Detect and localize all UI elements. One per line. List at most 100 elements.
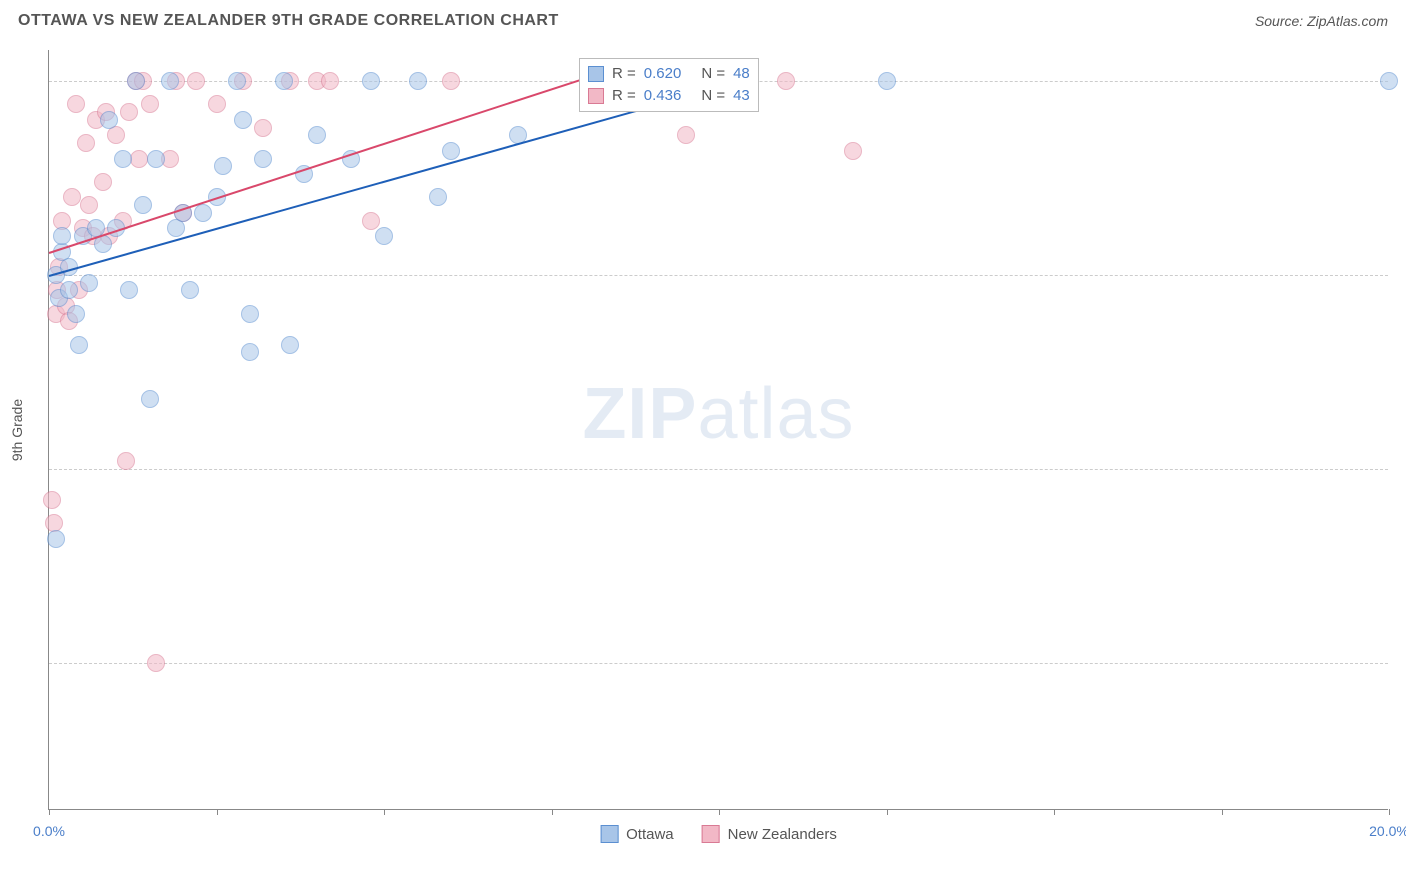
data-point-nz — [844, 142, 862, 160]
data-point-nz — [254, 119, 272, 137]
data-point-ottawa — [134, 196, 152, 214]
data-point-ottawa — [362, 72, 380, 90]
data-point-ottawa — [194, 204, 212, 222]
legend-swatch-icon — [600, 825, 618, 843]
data-point-nz — [130, 150, 148, 168]
stats-n-value: 48 — [733, 63, 750, 85]
legend-item: Ottawa — [600, 825, 674, 843]
data-point-nz — [107, 126, 125, 144]
chart-title: OTTAWA VS NEW ZEALANDER 9TH GRADE CORREL… — [18, 12, 559, 30]
data-point-ottawa — [141, 390, 159, 408]
data-point-nz — [77, 134, 95, 152]
stats-n-label: N = — [701, 85, 725, 107]
stats-swatch-icon — [588, 88, 604, 104]
watermark: ZIPatlas — [582, 373, 854, 455]
data-point-nz — [67, 95, 85, 113]
watermark-bold: ZIP — [582, 374, 697, 454]
x-tick — [887, 809, 888, 815]
x-tick — [49, 809, 50, 815]
y-tick-label: 100.0% — [1398, 87, 1406, 103]
chart-source: Source: ZipAtlas.com — [1255, 13, 1388, 29]
data-point-nz — [208, 95, 226, 113]
data-point-ottawa — [275, 72, 293, 90]
data-point-nz — [362, 212, 380, 230]
x-tick — [1054, 809, 1055, 815]
data-point-ottawa — [234, 111, 252, 129]
x-tick — [217, 809, 218, 815]
stats-row: R = 0.436 N = 43 — [588, 85, 750, 107]
data-point-ottawa — [60, 281, 78, 299]
data-point-ottawa — [281, 336, 299, 354]
data-point-ottawa — [120, 281, 138, 299]
data-point-nz — [120, 103, 138, 121]
data-point-ottawa — [53, 227, 71, 245]
data-point-ottawa — [100, 111, 118, 129]
data-point-nz — [117, 452, 135, 470]
y-axis-label: 9th Grade — [9, 398, 25, 460]
data-point-nz — [777, 72, 795, 90]
data-point-ottawa — [127, 72, 145, 90]
data-point-nz — [141, 95, 159, 113]
data-point-ottawa — [214, 157, 232, 175]
data-point-nz — [147, 654, 165, 672]
legend-label: New Zealanders — [728, 826, 837, 843]
gridline — [49, 663, 1388, 664]
data-point-ottawa — [228, 72, 246, 90]
data-point-ottawa — [254, 150, 272, 168]
data-point-ottawa — [47, 530, 65, 548]
data-point-ottawa — [80, 274, 98, 292]
data-point-ottawa — [308, 126, 326, 144]
x-tick — [384, 809, 385, 815]
data-point-ottawa — [429, 188, 447, 206]
data-point-ottawa — [878, 72, 896, 90]
data-point-ottawa — [70, 336, 88, 354]
stats-r-value: 0.436 — [644, 85, 682, 107]
x-tick — [552, 809, 553, 815]
scatter-chart: 9th Grade ZIPatlas 92.5%95.0%97.5%100.0%… — [48, 50, 1388, 810]
data-point-ottawa — [442, 142, 460, 160]
stats-box: R = 0.620 N = 48 R = 0.436 N = 43 — [579, 58, 759, 112]
data-point-ottawa — [167, 219, 185, 237]
data-point-nz — [677, 126, 695, 144]
x-tick-label: 20.0% — [1369, 823, 1406, 839]
data-point-ottawa — [1380, 72, 1398, 90]
gridline — [49, 275, 1388, 276]
data-point-ottawa — [409, 72, 427, 90]
x-tick — [719, 809, 720, 815]
data-point-nz — [442, 72, 460, 90]
legend: Ottawa New Zealanders — [600, 825, 837, 843]
data-point-ottawa — [161, 72, 179, 90]
data-point-ottawa — [67, 305, 85, 323]
data-point-ottawa — [181, 281, 199, 299]
chart-header: OTTAWA VS NEW ZEALANDER 9TH GRADE CORREL… — [0, 0, 1406, 40]
data-point-ottawa — [375, 227, 393, 245]
gridline — [49, 469, 1388, 470]
x-tick — [1389, 809, 1390, 815]
stats-r-value: 0.620 — [644, 63, 682, 85]
legend-label: Ottawa — [626, 826, 674, 843]
y-tick-label: 92.5% — [1398, 669, 1406, 685]
data-point-nz — [43, 491, 61, 509]
stats-n-value: 43 — [733, 85, 750, 107]
y-tick-label: 95.0% — [1398, 475, 1406, 491]
data-point-nz — [63, 188, 81, 206]
stats-r-label: R = — [612, 85, 636, 107]
data-point-ottawa — [147, 150, 165, 168]
data-point-ottawa — [241, 343, 259, 361]
data-point-nz — [187, 72, 205, 90]
legend-item: New Zealanders — [702, 825, 837, 843]
legend-swatch-icon — [702, 825, 720, 843]
y-tick-label: 97.5% — [1398, 281, 1406, 297]
data-point-nz — [94, 173, 112, 191]
data-point-ottawa — [241, 305, 259, 323]
watermark-light: atlas — [697, 374, 854, 454]
stats-r-label: R = — [612, 63, 636, 85]
x-tick — [1222, 809, 1223, 815]
stats-n-label: N = — [701, 63, 725, 85]
stats-row: R = 0.620 N = 48 — [588, 63, 750, 85]
stats-swatch-icon — [588, 66, 604, 82]
x-tick-label: 0.0% — [33, 823, 65, 839]
data-point-nz — [321, 72, 339, 90]
data-point-ottawa — [114, 150, 132, 168]
data-point-nz — [80, 196, 98, 214]
